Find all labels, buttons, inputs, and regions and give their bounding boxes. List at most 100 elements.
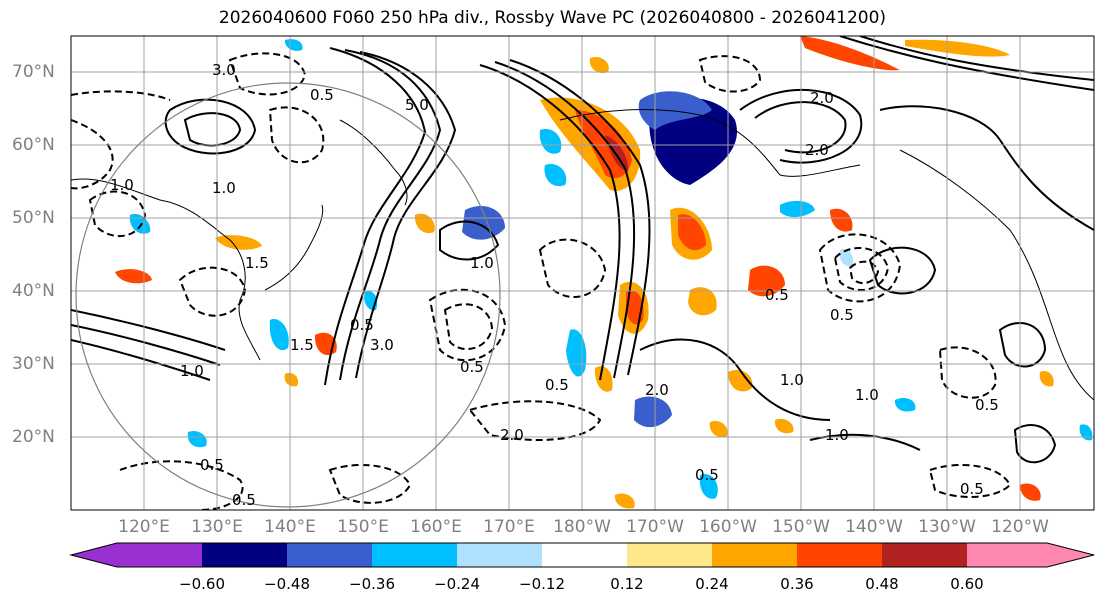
graticule bbox=[71, 36, 1094, 510]
colorbar-swatch bbox=[202, 543, 287, 567]
contour-label: 0.5 bbox=[830, 306, 854, 324]
contour-line-negative bbox=[468, 400, 602, 441]
lat-label: 40°N bbox=[12, 281, 55, 301]
contour-line-negative bbox=[538, 238, 607, 298]
rossby-contours-positive bbox=[71, 36, 1094, 464]
contour-line-negative bbox=[328, 464, 412, 504]
contour-line-positive bbox=[639, 338, 831, 421]
coastline-japan bbox=[264, 204, 324, 291]
coastlines bbox=[71, 109, 1094, 401]
div-patch-negative bbox=[566, 329, 587, 377]
colorbar-outline bbox=[69, 542, 1095, 568]
map-frame bbox=[70, 35, 1095, 511]
contour-line-positive bbox=[839, 36, 1094, 91]
lon-label: 130°E bbox=[191, 517, 243, 537]
lon-label: 130°W bbox=[918, 517, 976, 537]
colorbar-swatch bbox=[712, 543, 797, 567]
rossby-contours-negative bbox=[71, 52, 1012, 510]
contour-line-positive bbox=[439, 220, 500, 261]
div-patch-negative bbox=[129, 213, 151, 234]
div-patch-positive bbox=[594, 366, 613, 392]
lat-label: 50°N bbox=[12, 208, 55, 228]
lon-label: 140°W bbox=[845, 517, 903, 537]
coastline-alaska bbox=[559, 109, 861, 177]
lon-label: 120°W bbox=[991, 517, 1049, 537]
div-patch-negative bbox=[839, 249, 854, 267]
contour-label: 2.0 bbox=[645, 381, 669, 399]
div-patch-negative bbox=[187, 430, 207, 448]
div-patch-positive bbox=[830, 208, 853, 232]
contour-label: 1.0 bbox=[180, 362, 204, 380]
lon-label: 180°W bbox=[553, 517, 611, 537]
lon-label: 150°W bbox=[772, 517, 830, 537]
contour-label: 3.0 bbox=[212, 61, 236, 79]
contour-label: 1.0 bbox=[780, 371, 804, 389]
colorbar-swatch bbox=[457, 543, 542, 567]
contour-line-positive bbox=[71, 309, 226, 351]
div-patch-negative bbox=[284, 39, 303, 51]
div-patch-negative bbox=[269, 319, 289, 351]
contour-line-positive bbox=[164, 98, 257, 155]
contour-label: 2.0 bbox=[810, 89, 834, 107]
lat-label: 20°N bbox=[12, 427, 55, 447]
coastline-kamchatka bbox=[339, 119, 408, 206]
div-patch-negative bbox=[1079, 424, 1093, 441]
contour-line-positive bbox=[754, 101, 847, 154]
contour-line-positive bbox=[739, 88, 863, 164]
div-patch-negative bbox=[462, 206, 505, 240]
contour-line-positive bbox=[183, 112, 242, 147]
div-patch-positive bbox=[728, 369, 753, 392]
contour-line-negative bbox=[443, 303, 494, 351]
lon-label: 170°W bbox=[626, 517, 684, 537]
lon-label: 140°E bbox=[264, 517, 316, 537]
contour-line-negative bbox=[268, 106, 325, 164]
contour-line-positive bbox=[479, 64, 621, 381]
contour-label: 1.0 bbox=[212, 179, 236, 197]
div-patch-positive bbox=[774, 418, 794, 434]
contour-line-positive bbox=[1013, 424, 1057, 464]
contour-label: 0.5 bbox=[960, 480, 984, 498]
colorbar-tick-label: −0.12 bbox=[519, 575, 565, 593]
colorbar-tick-label: −0.36 bbox=[349, 575, 395, 593]
contour-label: 0.5 bbox=[765, 286, 789, 304]
lat-label: 60°N bbox=[12, 135, 55, 155]
lat-label: 30°N bbox=[12, 354, 55, 374]
div-patch-positive bbox=[215, 235, 262, 250]
div-patch-positive bbox=[678, 214, 706, 251]
range-circle bbox=[75, 82, 501, 508]
div-patch-negative bbox=[780, 200, 815, 218]
contour-label: 0.5 bbox=[460, 358, 484, 376]
div-patch-negative bbox=[638, 91, 712, 130]
contour-label: 0.5 bbox=[350, 316, 374, 334]
div-patch-positive bbox=[284, 372, 299, 387]
div-patch-negative bbox=[539, 129, 562, 154]
div-patch-positive bbox=[688, 287, 717, 316]
div-patch-positive bbox=[748, 265, 785, 297]
colorbar bbox=[69, 542, 1095, 568]
contour-line-positive bbox=[868, 246, 937, 295]
contour-line-positive bbox=[859, 36, 1094, 81]
lon-label: 160°E bbox=[410, 517, 462, 537]
lon-label: 120°E bbox=[118, 517, 170, 537]
colorbar-swatch bbox=[117, 543, 202, 567]
contour-line-negative bbox=[938, 346, 997, 399]
colorbar-tick-label: 0.24 bbox=[695, 575, 729, 593]
div-patch-positive bbox=[800, 36, 900, 71]
div-patch-positive bbox=[614, 493, 635, 509]
contour-label: 3.0 bbox=[370, 336, 394, 354]
contour-label: 5.0 bbox=[405, 96, 429, 114]
colorbar-tick-label: 0.12 bbox=[610, 575, 644, 593]
contour-line-negative bbox=[71, 119, 114, 190]
contour-label: 0.5 bbox=[545, 376, 569, 394]
colorbar-extend-min bbox=[71, 543, 117, 567]
contour-label: 1.5 bbox=[245, 254, 269, 272]
contour-line-negative bbox=[928, 464, 1012, 498]
contour-label: 0.5 bbox=[200, 456, 224, 474]
contour-line-negative bbox=[833, 247, 890, 291]
colorbar-tick-label: −0.60 bbox=[179, 575, 225, 593]
colorbar-swatch bbox=[882, 543, 967, 567]
div-patch-negative bbox=[544, 164, 567, 187]
contour-label: 0.5 bbox=[695, 466, 719, 484]
div-patch-negative bbox=[634, 396, 672, 428]
